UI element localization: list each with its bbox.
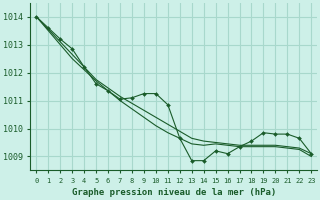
X-axis label: Graphe pression niveau de la mer (hPa): Graphe pression niveau de la mer (hPa)	[72, 188, 276, 197]
